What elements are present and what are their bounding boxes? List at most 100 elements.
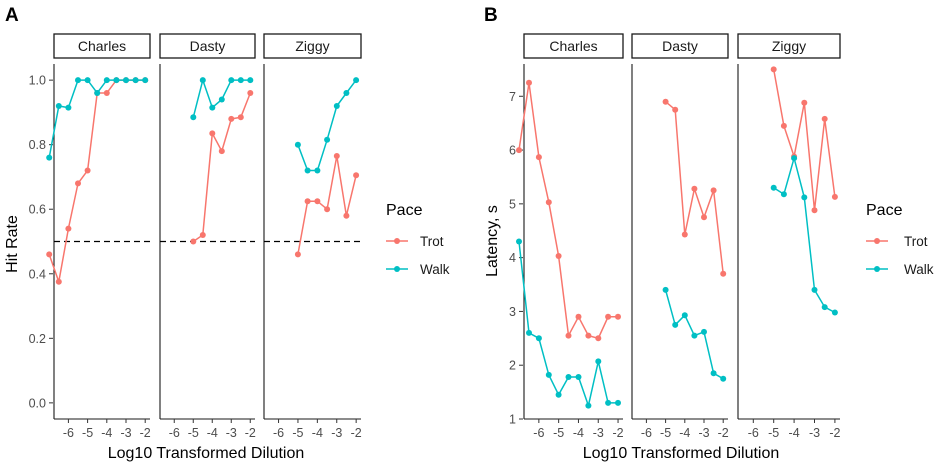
data-point-trot xyxy=(324,206,331,213)
legend-key-point xyxy=(394,238,400,244)
data-point-trot xyxy=(811,207,818,214)
x-tick-label: -2 xyxy=(718,426,729,440)
data-point-trot xyxy=(218,148,225,155)
data-point-walk xyxy=(535,335,542,342)
data-point-trot xyxy=(526,79,532,86)
x-tick-label: -2 xyxy=(351,426,362,440)
x-tick-label: -3 xyxy=(698,426,709,440)
data-point-walk xyxy=(123,77,129,84)
y-tick-label: 5 xyxy=(509,197,516,211)
x-tick-label: -3 xyxy=(593,426,604,440)
facet-strip-label: Ziggy xyxy=(772,38,806,54)
data-point-walk xyxy=(565,374,572,380)
y-tick-label: 0.6 xyxy=(29,203,46,217)
x-tick-label: -4 xyxy=(101,426,112,440)
data-point-walk xyxy=(526,329,532,336)
x-tick-label: -5 xyxy=(768,426,779,440)
data-point-walk xyxy=(575,374,582,380)
x-tick-label: -5 xyxy=(82,426,93,440)
data-point-trot xyxy=(190,238,197,245)
y-tick-label: 6 xyxy=(509,144,516,158)
y-tick-label: 1 xyxy=(509,413,516,427)
facet-strip xyxy=(263,33,362,59)
data-point-walk xyxy=(314,167,321,174)
facet-strip-label: Charles xyxy=(549,38,597,54)
data-point-walk xyxy=(247,77,254,84)
y-tick-label: 4 xyxy=(509,251,516,265)
data-point-trot xyxy=(314,198,321,205)
data-point-walk xyxy=(545,371,552,378)
x-tick-label: -5 xyxy=(292,426,303,440)
data-point-walk xyxy=(516,238,522,245)
data-point-trot xyxy=(199,232,206,238)
x-tick-label: -4 xyxy=(573,426,584,440)
x-tick-label: -5 xyxy=(553,426,564,440)
y-tick-label: 0.2 xyxy=(29,332,46,346)
data-point-walk xyxy=(333,103,340,109)
data-point-walk xyxy=(199,77,206,84)
data-point-walk xyxy=(605,399,612,406)
data-point-walk xyxy=(228,77,235,84)
data-point-trot xyxy=(585,332,592,339)
data-point-trot xyxy=(294,251,301,258)
data-point-trot xyxy=(333,153,340,159)
data-point-walk xyxy=(304,167,311,174)
series-line-trot xyxy=(48,79,146,285)
data-point-walk xyxy=(710,370,717,377)
x-tick-label: -4 xyxy=(679,426,690,440)
y-tick-label: 3 xyxy=(509,305,516,319)
data-point-walk xyxy=(821,304,828,311)
data-point-trot xyxy=(516,147,522,154)
data-point-walk xyxy=(672,321,679,328)
series-line-trot xyxy=(772,69,836,211)
series-line-walk xyxy=(518,241,618,409)
x-axis-title: Log10 Transformed Dilution xyxy=(108,445,305,462)
data-point-walk xyxy=(831,309,838,316)
data-point-trot xyxy=(46,251,53,258)
data-point-walk xyxy=(662,286,669,293)
x-tick-label: -6 xyxy=(748,426,759,440)
facet-strip-label: Dasty xyxy=(662,38,698,54)
panel-letter: A xyxy=(5,5,19,26)
legend-title: Pace xyxy=(866,202,903,219)
data-point-walk xyxy=(585,402,592,409)
data-point-walk xyxy=(75,77,81,84)
data-point-trot xyxy=(75,180,81,187)
data-point-walk xyxy=(142,77,149,84)
y-tick-label: 0.0 xyxy=(29,396,46,410)
data-point-trot xyxy=(821,115,828,122)
data-point-trot xyxy=(801,99,808,106)
x-tick-label: -6 xyxy=(169,426,180,440)
panel-A: A 0.0 0.2 0.4 0.6 0.8 1.0 Hit Rate Log10 Transfo… xyxy=(4,5,450,462)
facet-charles: Charles -6 -5 -4 -3 -2 xyxy=(46,33,151,440)
data-point-trot xyxy=(780,122,787,129)
legend-key-point xyxy=(874,238,880,244)
data-point-trot xyxy=(770,66,777,73)
data-point-trot xyxy=(672,106,679,113)
data-point-trot xyxy=(681,231,688,238)
panel-letter: B xyxy=(484,5,498,26)
data-point-walk xyxy=(780,191,787,198)
y-tick-label: 0.8 xyxy=(29,138,46,152)
data-point-walk xyxy=(701,328,707,335)
x-tick-label: -3 xyxy=(809,426,820,440)
facet-strip-label: Charles xyxy=(78,38,126,54)
data-point-trot xyxy=(565,332,572,339)
x-tick-label: -6 xyxy=(63,426,74,440)
data-point-walk xyxy=(615,399,621,406)
data-point-trot xyxy=(701,214,707,221)
data-point-walk xyxy=(353,77,360,84)
data-point-walk xyxy=(720,375,727,382)
data-point-walk xyxy=(324,136,331,143)
panel-B: B 1 2 3 4 5 6 7 Latency, s Log10 Transformed Dilu… xyxy=(484,5,934,462)
data-point-walk xyxy=(94,90,101,96)
facet-strip xyxy=(53,33,151,59)
y-tick-label: 0.4 xyxy=(29,267,46,281)
data-point-walk xyxy=(595,358,602,365)
data-point-trot xyxy=(605,313,612,320)
x-tick-label: -6 xyxy=(273,426,284,440)
data-point-walk xyxy=(294,141,301,148)
data-point-trot xyxy=(545,199,552,206)
data-point-walk xyxy=(46,154,53,161)
data-point-trot xyxy=(595,335,602,342)
